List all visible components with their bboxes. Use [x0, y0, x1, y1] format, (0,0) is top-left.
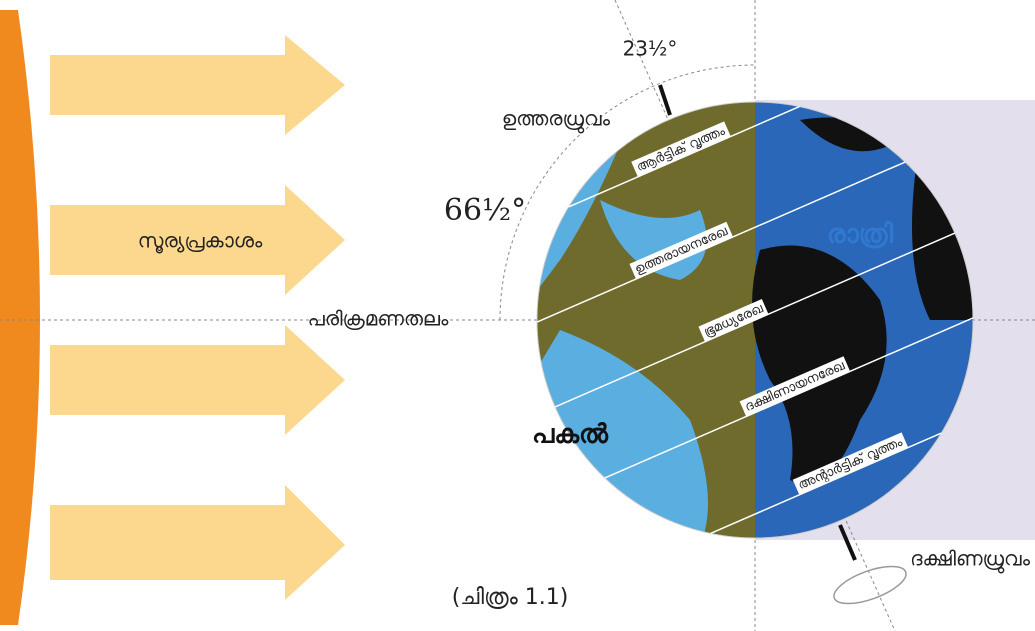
label-background — [792, 432, 909, 496]
label-background — [629, 221, 734, 280]
caption: (ചിത്രം 1.1) — [452, 585, 569, 610]
north-pole-label: ഉത്തരധ്രുവം — [502, 107, 611, 134]
sunlight-label: സൂര്യപ്രകാശം — [138, 229, 263, 254]
rotation-symbol — [833, 565, 907, 605]
sunlight-arrows — [50, 35, 345, 600]
night-label: രാത്രി — [827, 220, 894, 250]
south-pole-label: ദക്ഷിണധ്രുവം — [910, 547, 1031, 574]
axis-tilt-angle: 23½° — [623, 37, 678, 61]
label-background — [739, 356, 851, 417]
axis-line — [614, 0, 896, 631]
sun — [0, 10, 40, 625]
orbital-plane-label: പരിക്രമണതലം — [308, 307, 449, 331]
label-background — [631, 121, 731, 178]
south-pole-marker — [838, 524, 857, 561]
day-label: പകൽ — [532, 420, 609, 450]
label-background — [698, 299, 769, 343]
north-pole-marker — [658, 84, 672, 116]
plane-angle: 66½° — [444, 193, 526, 228]
angle-arc — [499, 64, 756, 321]
